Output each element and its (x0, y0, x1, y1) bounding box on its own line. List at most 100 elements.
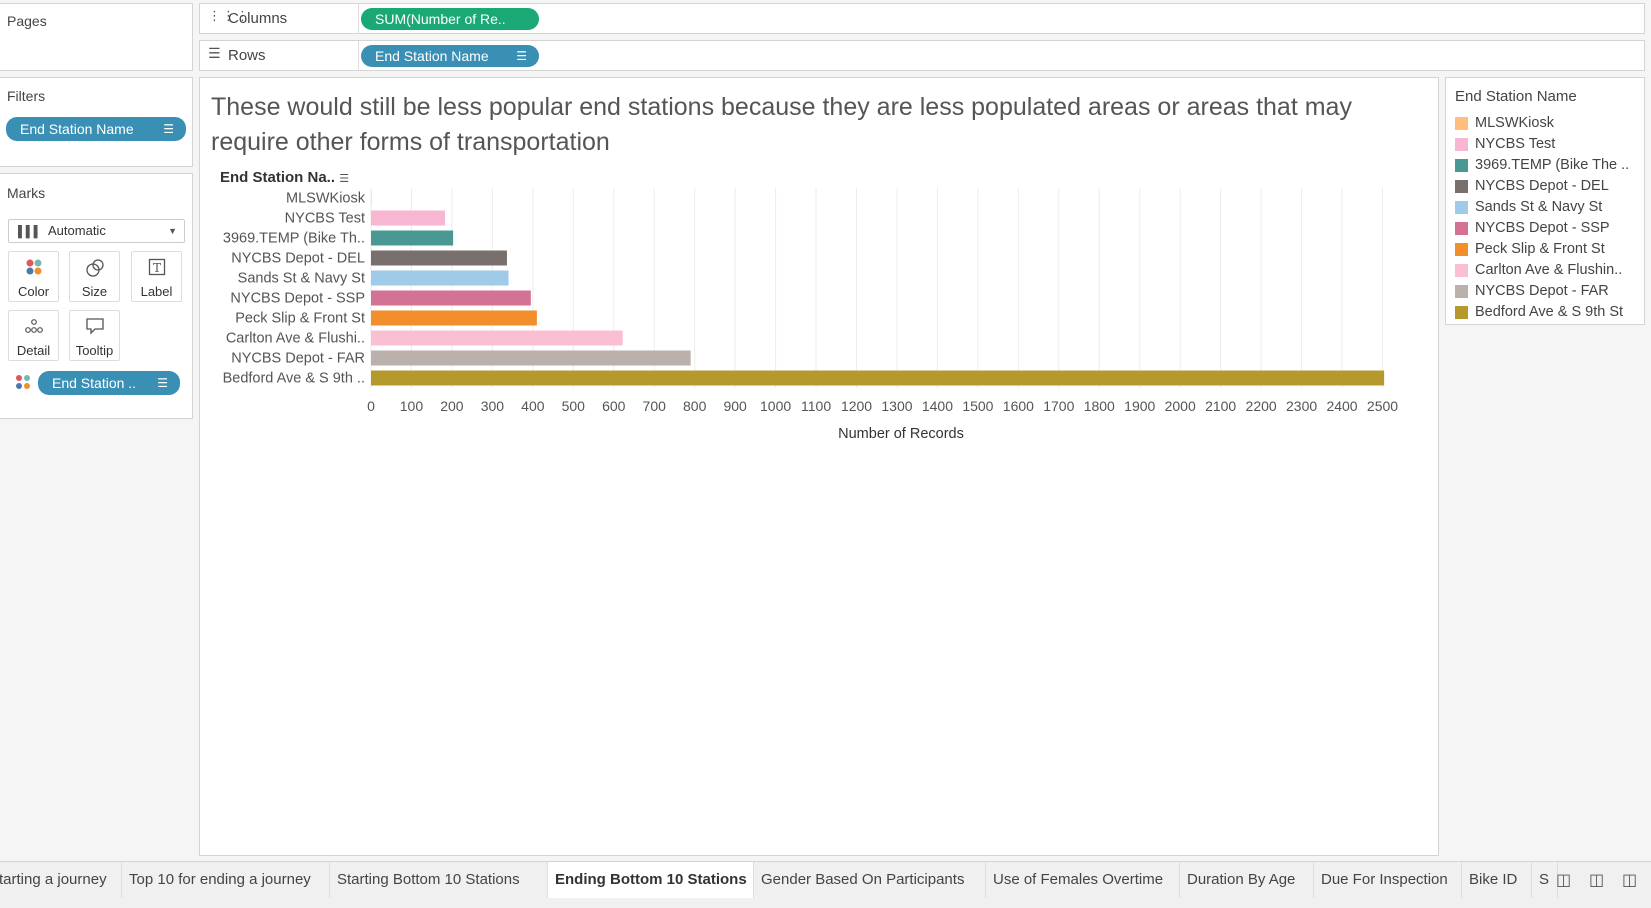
columns-label: Columns (228, 10, 288, 27)
sheet-tab[interactable]: tarting a journey (0, 862, 122, 898)
detail-button[interactable]: Detail (8, 310, 59, 361)
bar[interactable] (371, 310, 537, 326)
legend-swatch (1455, 159, 1468, 172)
legend-swatch (1455, 222, 1468, 235)
color-label: Color (17, 284, 50, 299)
x-tick-label: 2400 (1326, 398, 1357, 414)
category-label: NYCBS Depot - SSP (230, 291, 365, 307)
bar[interactable] (371, 230, 454, 246)
x-tick-label: 500 (562, 398, 586, 414)
category-label: NYCBS Test (285, 211, 365, 227)
legend-swatch (1455, 243, 1468, 256)
filters-title: Filters (7, 88, 46, 104)
category-label: MLSWKiosk (286, 191, 366, 207)
color-field-pill[interactable]: End Station .. ☰ (38, 371, 180, 395)
x-tick-label: 0 (367, 398, 375, 414)
label-button[interactable]: T Label (131, 251, 182, 302)
x-tick-label: 2200 (1246, 398, 1277, 414)
sheet-tab[interactable]: Ending Bottom 10 Stations (548, 862, 754, 898)
legend-label: Bedford Ave & S 9th St (1475, 304, 1624, 320)
tooltip-button[interactable]: Tooltip (69, 310, 120, 361)
sort-descending-icon[interactable]: ☰ (516, 49, 527, 63)
sheet-tab[interactable]: Use of Females Overtime (986, 862, 1180, 898)
marks-panel[interactable]: Marks ▌▌▌ Automatic ▼ Color Size T Label… (0, 173, 193, 419)
bar-chart-icon: ▌▌▌ (18, 226, 42, 238)
new-story-icon[interactable]: ◫ (1622, 872, 1638, 889)
color-icon (9, 258, 58, 284)
rows-shelf[interactable]: ☰ Rows End Station Name ☰ (199, 40, 1645, 71)
sort-icon[interactable]: ☰ (163, 122, 174, 136)
pages-panel[interactable]: Pages (0, 3, 193, 71)
size-icon (70, 258, 119, 284)
legend-swatch (1455, 285, 1468, 298)
tooltip-label: Tooltip (75, 343, 114, 358)
legend-label: MLSWKiosk (1475, 115, 1554, 131)
x-tick-label: 1200 (841, 398, 872, 414)
category-label: Peck Slip & Front St (235, 311, 365, 327)
bar[interactable] (371, 250, 507, 266)
legend-label: NYCBS Test (1475, 136, 1556, 152)
legend-label: Carlton Ave & Flushin.. (1475, 262, 1623, 278)
x-tick-label: 1100 (801, 398, 831, 414)
legend-panel[interactable]: End Station Name (1445, 77, 1645, 325)
legend-label: Sands St & Navy St (1475, 199, 1603, 215)
sort-icon[interactable]: ☰ (339, 173, 350, 185)
mark-type-dropdown[interactable]: ▌▌▌ Automatic ▼ (8, 219, 185, 243)
filters-panel[interactable]: Filters End Station Name ☰ (0, 77, 193, 167)
legend-swatch (1455, 180, 1468, 193)
detail-label: Detail (16, 343, 51, 358)
x-tick-label: 800 (683, 398, 707, 414)
marks-title: Marks (7, 185, 46, 201)
x-tick-label: 1800 (1084, 398, 1115, 414)
legend-swatch (1455, 306, 1468, 319)
columns-pill-label: SUM(Number of Re.. (375, 11, 506, 27)
x-tick-label: 900 (723, 398, 747, 414)
x-tick-label: 2300 (1286, 398, 1317, 414)
x-tick-label: 1400 (922, 398, 953, 414)
sheet-tab[interactable]: S (1532, 862, 1558, 898)
x-tick-label: 700 (643, 398, 667, 414)
view-title: These would still be less popular end st… (211, 93, 1352, 156)
legend-label: Peck Slip & Front St (1475, 241, 1605, 257)
color-button[interactable]: Color (8, 251, 59, 302)
new-dashboard-icon[interactable]: ◫ (1589, 872, 1605, 889)
legend-label: NYCBS Depot - FAR (1475, 283, 1609, 299)
size-button[interactable]: Size (69, 251, 120, 302)
columns-icon: ⋮⋮⋮ (208, 8, 250, 23)
x-tick-label: 1500 (962, 398, 993, 414)
category-label: Bedford Ave & S 9th .. (223, 371, 365, 387)
category-label: NYCBS Depot - FAR (231, 351, 365, 367)
x-tick-label: 400 (521, 398, 545, 414)
color-field-pill-label: End Station .. (52, 375, 137, 391)
bar-chart[interactable]: MLSWKiosk NYCBS Test 3969.TEMP (Bike Th.. N… (0, 0, 1440, 450)
sheet-tab[interactable]: Starting Bottom 10 Stations (330, 862, 548, 898)
sheet-tab[interactable]: Gender Based On Participants (754, 862, 986, 898)
view-canvas[interactable]: These would still be less popular end st… (199, 77, 1439, 856)
mark-type-value: Automatic (48, 223, 106, 238)
sheet-tab[interactable]: Top 10 for ending a journey (122, 862, 330, 898)
legend-swatch (1455, 138, 1468, 151)
bar[interactable] (371, 290, 531, 306)
legend-swatch (1455, 201, 1468, 214)
legend-label: 3969.TEMP (Bike The .. (1475, 157, 1630, 173)
filter-pill[interactable]: End Station Name ☰ (6, 117, 186, 141)
columns-pill[interactable]: SUM(Number of Re.. (361, 8, 539, 30)
bar[interactable] (371, 350, 691, 366)
bar[interactable] (371, 270, 509, 286)
row-header[interactable]: End Station Na.. ☰ (220, 169, 349, 186)
sheet-tab[interactable]: Bike ID (1462, 862, 1532, 898)
rows-pill[interactable]: End Station Name ☰ (361, 45, 539, 67)
bar[interactable] (371, 210, 446, 226)
rows-pill-label: End Station Name (375, 48, 489, 64)
bar[interactable] (371, 370, 1385, 386)
sheet-tab[interactable]: Duration By Age (1180, 862, 1314, 898)
bar[interactable] (371, 330, 623, 346)
sort-icon[interactable]: ☰ (157, 376, 168, 390)
pages-title: Pages (7, 13, 47, 29)
sheet-tab[interactable]: Due For Inspection (1314, 862, 1462, 898)
new-worksheet-icon[interactable]: ◫ (1556, 872, 1572, 889)
chevron-down-icon: ▼ (168, 226, 177, 236)
x-tick-label: 1600 (1003, 398, 1034, 414)
x-tick-label: 1000 (760, 398, 791, 414)
columns-shelf[interactable]: ⋮⋮⋮ Columns SUM(Number of Re.. (199, 3, 1645, 34)
